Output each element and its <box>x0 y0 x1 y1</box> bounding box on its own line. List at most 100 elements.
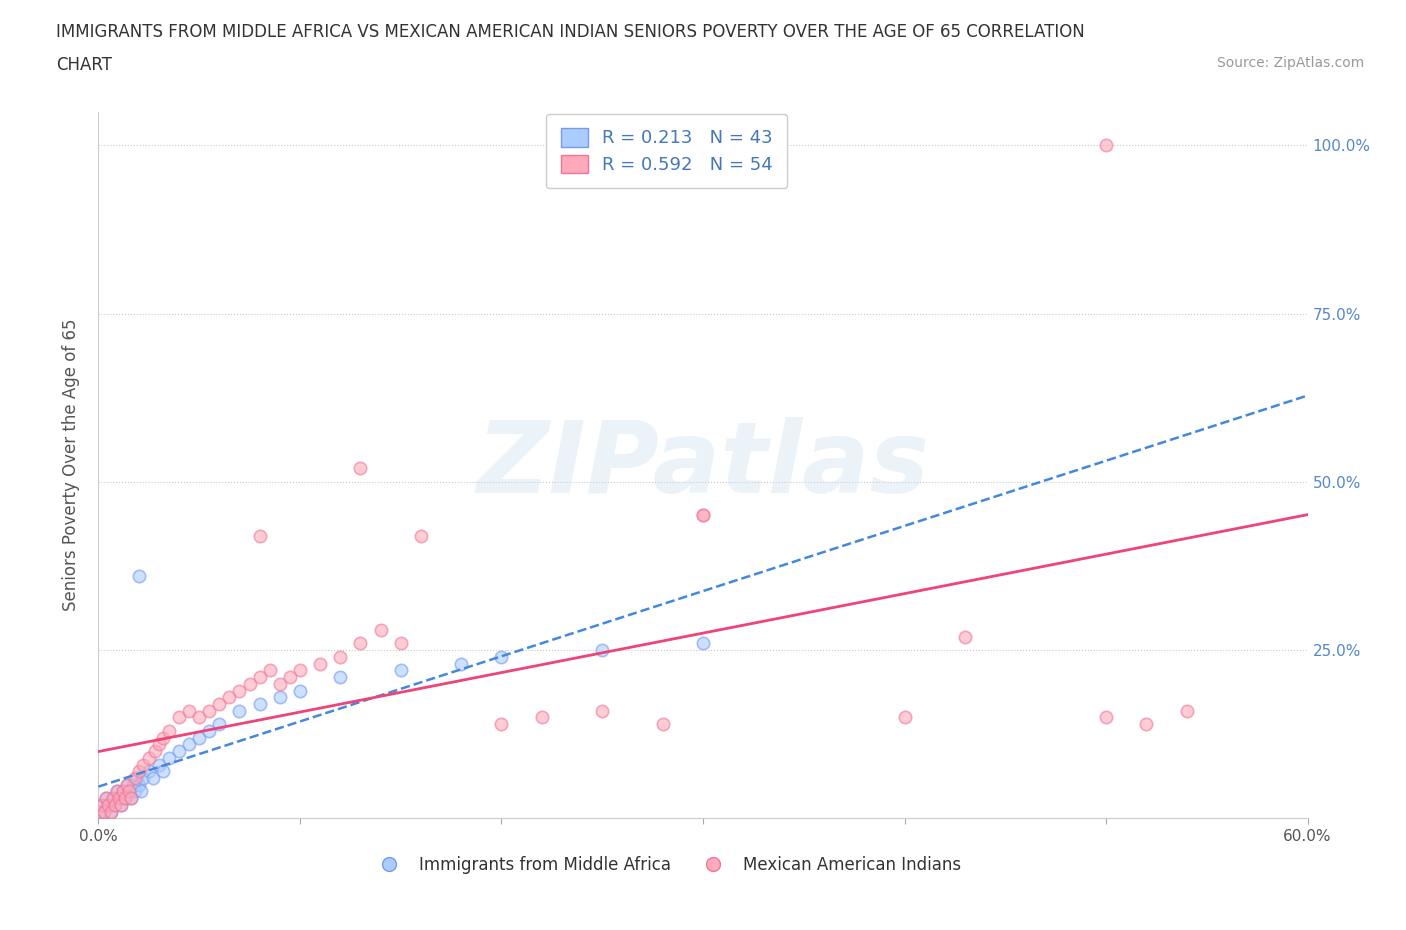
Point <box>893 710 915 724</box>
Point <box>1095 710 1118 724</box>
Point <box>329 670 352 684</box>
Point <box>269 690 291 705</box>
Point <box>278 670 301 684</box>
Point <box>100 804 122 819</box>
Point <box>114 790 136 805</box>
Point <box>157 724 180 738</box>
Point <box>103 798 125 813</box>
Point <box>591 643 613 658</box>
Point <box>89 804 111 819</box>
Point <box>110 798 132 813</box>
Point <box>105 784 128 799</box>
Point <box>138 751 160 765</box>
Point <box>249 670 271 684</box>
Text: Source: ZipAtlas.com: Source: ZipAtlas.com <box>1216 56 1364 70</box>
Point <box>93 804 115 819</box>
Point <box>96 790 118 805</box>
Point <box>198 703 221 718</box>
Point <box>107 790 129 805</box>
Point <box>132 771 155 786</box>
Point <box>530 710 553 724</box>
Point <box>288 683 311 698</box>
Point <box>103 798 125 813</box>
Point <box>1095 138 1118 153</box>
Point <box>208 697 231 711</box>
Y-axis label: Seniors Poverty Over the Age of 65: Seniors Poverty Over the Age of 65 <box>62 319 80 611</box>
Point <box>121 777 143 792</box>
Point <box>329 649 352 664</box>
Point <box>107 790 129 805</box>
Point <box>1175 703 1198 718</box>
Point <box>89 804 111 819</box>
Point <box>651 717 673 732</box>
Point <box>152 764 174 778</box>
Point <box>124 784 146 799</box>
Text: CHART: CHART <box>56 56 112 73</box>
Point <box>157 751 180 765</box>
Point <box>138 764 160 778</box>
Legend: Immigrants from Middle Africa, Mexican American Indians: Immigrants from Middle Africa, Mexican A… <box>366 849 967 881</box>
Point <box>128 568 150 583</box>
Point <box>128 777 150 792</box>
Point <box>142 771 165 786</box>
Point <box>101 790 124 805</box>
Point <box>148 757 170 772</box>
Text: ZIPatlas: ZIPatlas <box>477 417 929 513</box>
Point <box>167 710 190 724</box>
Point <box>115 777 138 792</box>
Point <box>111 784 134 799</box>
Text: IMMIGRANTS FROM MIDDLE AFRICA VS MEXICAN AMERICAN INDIAN SENIORS POVERTY OVER TH: IMMIGRANTS FROM MIDDLE AFRICA VS MEXICAN… <box>56 23 1085 41</box>
Point <box>228 683 250 698</box>
Point <box>953 630 976 644</box>
Point <box>120 790 142 805</box>
Point <box>450 657 472 671</box>
Point <box>288 663 311 678</box>
Point <box>370 622 392 637</box>
Point <box>218 690 240 705</box>
Point <box>97 798 120 813</box>
Point <box>129 784 152 799</box>
Point <box>491 649 513 664</box>
Point <box>101 790 124 805</box>
Point <box>128 764 150 778</box>
Point <box>228 703 250 718</box>
Point <box>143 744 166 759</box>
Point <box>198 724 221 738</box>
Point <box>93 804 115 819</box>
Point <box>105 784 128 799</box>
Point <box>389 663 412 678</box>
Point <box>91 798 114 813</box>
Point <box>269 676 291 691</box>
Point <box>100 804 122 819</box>
Point <box>132 757 155 772</box>
Point <box>349 636 371 651</box>
Point <box>692 636 714 651</box>
Point <box>259 663 281 678</box>
Point <box>208 717 231 732</box>
Point <box>125 771 148 786</box>
Point <box>124 771 146 786</box>
Point <box>239 676 262 691</box>
Point <box>389 636 412 651</box>
Point <box>179 737 201 751</box>
Point <box>349 461 371 476</box>
Point <box>111 784 134 799</box>
Point <box>96 790 118 805</box>
Point <box>148 737 170 751</box>
Point <box>409 528 432 543</box>
Point <box>152 730 174 745</box>
Point <box>114 790 136 805</box>
Point <box>97 798 120 813</box>
Point <box>491 717 513 732</box>
Point <box>118 784 141 799</box>
Point <box>188 710 211 724</box>
Point <box>692 508 714 523</box>
Point <box>120 790 142 805</box>
Point <box>179 703 201 718</box>
Point <box>118 784 141 799</box>
Point <box>115 777 138 792</box>
Point <box>188 730 211 745</box>
Point <box>249 697 271 711</box>
Point <box>692 508 714 523</box>
Point <box>91 798 114 813</box>
